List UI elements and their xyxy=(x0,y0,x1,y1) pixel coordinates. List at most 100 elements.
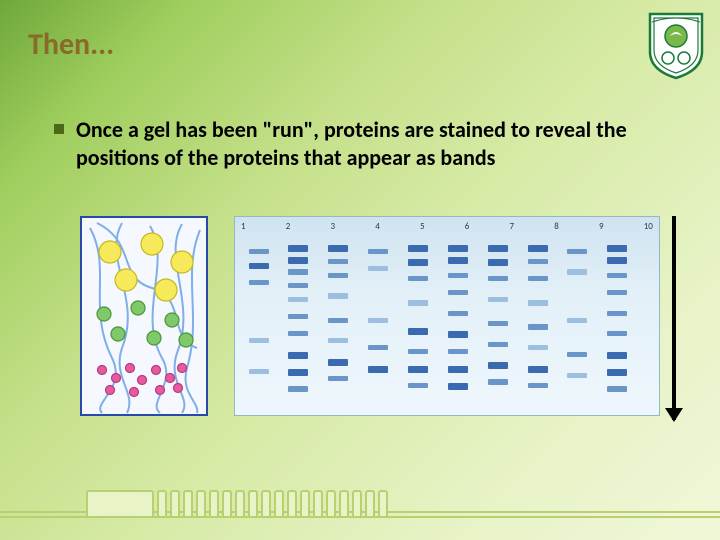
gel-band xyxy=(488,379,508,384)
gel-band xyxy=(249,280,269,285)
gel-lane xyxy=(246,235,272,407)
university-logo xyxy=(646,8,706,80)
gel-matrix-diagram xyxy=(80,216,208,416)
lane-label: 6 xyxy=(465,221,470,232)
gel-band xyxy=(328,359,348,366)
gel-band xyxy=(488,321,508,326)
gel-band xyxy=(288,269,308,274)
gel-band xyxy=(607,311,627,316)
gel-lane xyxy=(285,235,311,407)
gel-band xyxy=(528,324,548,329)
gel-band xyxy=(488,245,508,252)
gel-band xyxy=(607,369,627,376)
figure-row: 12345678910 xyxy=(80,216,660,416)
gel-band xyxy=(488,297,508,302)
lane-labels: 12345678910 xyxy=(241,221,653,232)
lane-label: 5 xyxy=(420,221,425,232)
gel-band xyxy=(249,338,269,343)
gel-band xyxy=(368,366,388,373)
gel-band xyxy=(607,257,627,264)
gel-band xyxy=(288,314,308,319)
lane-label: 9 xyxy=(599,221,604,232)
gel-band xyxy=(368,266,388,271)
gel-band xyxy=(528,259,548,264)
slide-title: Then... xyxy=(28,26,114,63)
gel-band xyxy=(288,257,308,264)
lane-label: 3 xyxy=(331,221,336,232)
gel-band xyxy=(528,245,548,252)
lane-label: 8 xyxy=(554,221,559,232)
gel-band xyxy=(368,318,388,323)
lane-label: 1 xyxy=(241,221,246,232)
gel-band xyxy=(328,273,348,278)
gel-band xyxy=(448,245,468,252)
gel-lane xyxy=(604,235,630,407)
lane-label: 10 xyxy=(644,221,653,232)
bullet-marker xyxy=(54,124,64,134)
gel-band xyxy=(528,300,548,305)
gel-band xyxy=(567,318,587,323)
gel-band xyxy=(408,259,428,266)
gel-band xyxy=(528,345,548,350)
gel-band xyxy=(488,276,508,281)
gel-band xyxy=(328,245,348,252)
gel-band xyxy=(448,257,468,264)
lane-label: 7 xyxy=(510,221,515,232)
gel-band xyxy=(328,318,348,323)
gel-lane xyxy=(405,235,431,407)
footer-decoration xyxy=(0,484,720,540)
gel-band xyxy=(607,290,627,295)
bullet-text: Once a gel has been "run", proteins are … xyxy=(76,116,680,171)
gel-lane xyxy=(525,235,551,407)
gel-band xyxy=(408,245,428,252)
migration-arrow xyxy=(672,216,676,420)
gel-band xyxy=(488,259,508,266)
gel-band xyxy=(249,369,269,374)
gel-band xyxy=(607,386,627,391)
gel-band xyxy=(488,342,508,347)
gel-band xyxy=(528,276,548,281)
gel-band xyxy=(448,290,468,295)
gel-band xyxy=(408,300,428,305)
gel-band xyxy=(368,345,388,350)
lane-label: 2 xyxy=(286,221,291,232)
gel-band xyxy=(607,331,627,336)
gel-band xyxy=(448,273,468,278)
gel-band xyxy=(528,383,548,388)
gel-band xyxy=(448,311,468,316)
gel-photo: 12345678910 xyxy=(234,216,660,416)
gel-band xyxy=(607,273,627,278)
gel-band xyxy=(328,259,348,264)
gel-band xyxy=(607,352,627,359)
gel-band xyxy=(567,269,587,274)
gel-band xyxy=(288,386,308,391)
gel-band xyxy=(567,249,587,254)
gel-band xyxy=(567,352,587,357)
gel-band xyxy=(249,249,269,254)
gel-band xyxy=(368,249,388,254)
gel-band xyxy=(288,245,308,252)
gel-band xyxy=(408,276,428,281)
gel-band xyxy=(408,383,428,388)
gel-band xyxy=(408,366,428,373)
gel-band xyxy=(408,328,428,335)
gel-lane xyxy=(445,235,471,407)
gel-band xyxy=(288,283,308,288)
gel-band xyxy=(249,263,269,270)
gel-band xyxy=(448,366,468,373)
gel-band xyxy=(607,245,627,252)
gel-band xyxy=(328,338,348,343)
gel-band xyxy=(448,383,468,390)
gel-lane xyxy=(564,235,590,407)
gel-band xyxy=(448,331,468,338)
gel-band xyxy=(328,293,348,298)
gel-band xyxy=(528,366,548,373)
gel-lane xyxy=(365,235,391,407)
gel-band xyxy=(328,376,348,381)
bullet-item: Once a gel has been "run", proteins are … xyxy=(54,116,680,171)
gel-band xyxy=(488,362,508,369)
gel-band xyxy=(288,297,308,302)
gel-band xyxy=(288,369,308,376)
gel-band xyxy=(448,349,468,354)
gel-band xyxy=(288,352,308,359)
